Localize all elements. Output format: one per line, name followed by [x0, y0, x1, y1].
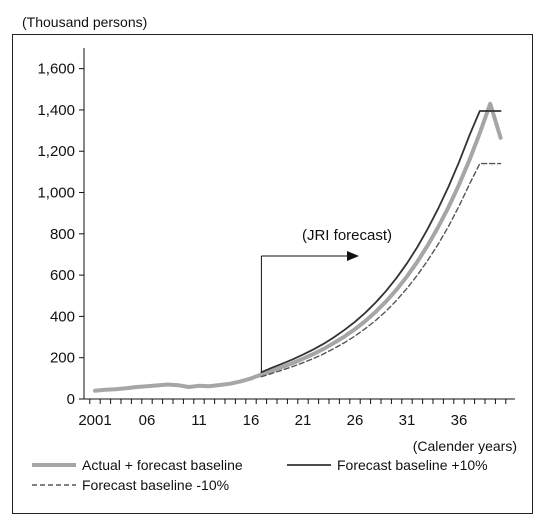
x-tick-label: 36 — [451, 412, 468, 429]
x-tick-label: 21 — [295, 412, 312, 429]
x-tick-label: 31 — [399, 412, 416, 429]
legend-label: Forecast baseline +10% — [337, 457, 488, 473]
chart-frame — [12, 34, 533, 514]
y-tick-label: 1,000 — [37, 185, 75, 202]
legend-label: Actual + forecast baseline — [82, 457, 243, 473]
x-tick-label: 26 — [347, 412, 364, 429]
forecast-arrow-head — [347, 251, 359, 261]
y-tick-label: 1,600 — [37, 61, 75, 78]
series-line-thick-gray — [93, 101, 503, 393]
x-tick-label: 16 — [243, 412, 260, 429]
plot-area: 0 200 400 600 800 1,000 1,200 1,400 1,600 2001 06 1… — [32, 48, 517, 493]
series-line-solid-dark — [260, 110, 502, 374]
y-tick-label: 200 — [50, 350, 75, 367]
y-axis-unit-label: (Thousand persons) — [22, 14, 147, 30]
series-line-dashed-dark — [260, 162, 502, 378]
x-tick-label: 2001 — [78, 412, 111, 429]
y-tick-label: 800 — [50, 226, 75, 243]
x-tick-label: 11 — [191, 412, 207, 429]
forecast-annotation-label: (JRI forecast) — [302, 227, 392, 244]
y-tick-label: 400 — [50, 308, 75, 325]
y-tick-label: 1,400 — [37, 102, 75, 119]
y-tick-label: 1,200 — [37, 143, 75, 160]
y-tick-label: 600 — [50, 267, 75, 284]
y-tick-label: 0 — [67, 391, 75, 408]
x-tick-label: 06 — [139, 412, 156, 429]
legend-label: Forecast baseline -10% — [82, 477, 229, 493]
x-axis-unit-label: (Calender years) — [413, 438, 517, 454]
